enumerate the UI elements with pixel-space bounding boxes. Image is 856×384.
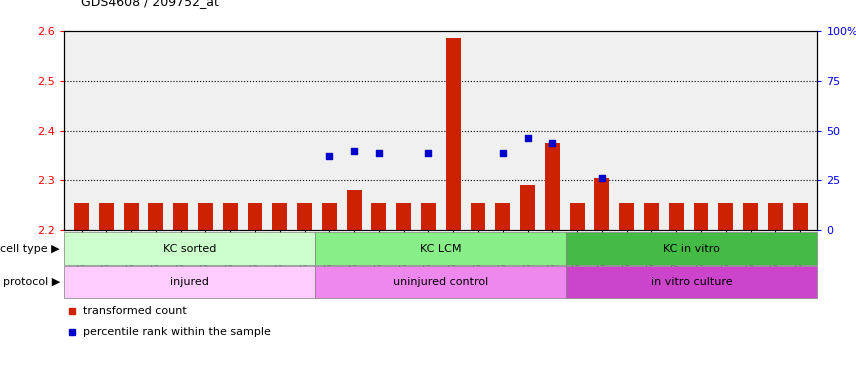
Text: cell type ▶: cell type ▶	[0, 243, 60, 254]
Bar	[594, 178, 609, 230]
Bar	[247, 203, 263, 230]
Bar	[496, 203, 510, 230]
Point	[422, 150, 436, 156]
Bar	[64, 266, 315, 298]
Bar	[768, 203, 782, 230]
Bar	[123, 203, 139, 230]
Bar	[718, 203, 734, 230]
Bar	[347, 190, 361, 230]
Point	[323, 152, 336, 159]
Bar	[322, 203, 336, 230]
Bar	[148, 203, 163, 230]
Bar	[446, 38, 461, 230]
Bar	[297, 203, 312, 230]
Text: transformed count: transformed count	[83, 306, 187, 316]
Bar	[743, 203, 758, 230]
Bar	[793, 203, 807, 230]
Point	[348, 147, 361, 154]
Point	[372, 150, 386, 156]
Point	[595, 175, 609, 181]
Bar	[619, 203, 634, 230]
Bar	[644, 203, 659, 230]
Bar	[315, 266, 567, 298]
Text: KC LCM: KC LCM	[420, 243, 461, 254]
Text: uninjured control: uninjured control	[393, 277, 489, 287]
Text: KC in vitro: KC in vitro	[663, 243, 721, 254]
Text: KC sorted: KC sorted	[163, 243, 217, 254]
Bar	[570, 203, 585, 230]
Text: injured: injured	[170, 277, 209, 287]
Bar	[669, 203, 684, 230]
Bar	[74, 203, 89, 230]
Text: GDS4608 / 209752_at: GDS4608 / 209752_at	[81, 0, 219, 8]
Bar	[223, 203, 238, 230]
Text: percentile rank within the sample: percentile rank within the sample	[83, 327, 270, 337]
Bar	[173, 203, 188, 230]
Bar	[315, 232, 567, 265]
Bar	[471, 203, 485, 230]
Bar	[567, 266, 817, 298]
Bar	[693, 203, 709, 230]
Point	[496, 150, 509, 156]
Bar	[567, 232, 817, 265]
Bar	[545, 143, 560, 230]
Text: in vitro culture: in vitro culture	[651, 277, 733, 287]
Bar	[64, 232, 315, 265]
Bar	[99, 203, 114, 230]
Bar	[520, 185, 535, 230]
Bar	[396, 203, 411, 230]
Text: protocol ▶: protocol ▶	[3, 277, 60, 287]
Point	[520, 135, 534, 141]
Bar	[272, 203, 288, 230]
Bar	[372, 203, 386, 230]
Bar	[198, 203, 213, 230]
Bar	[421, 203, 436, 230]
Point	[545, 140, 559, 146]
